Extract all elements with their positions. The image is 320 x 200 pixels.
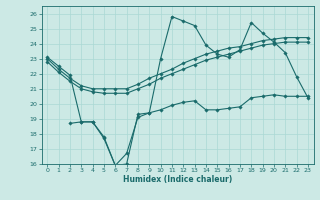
- X-axis label: Humidex (Indice chaleur): Humidex (Indice chaleur): [123, 175, 232, 184]
